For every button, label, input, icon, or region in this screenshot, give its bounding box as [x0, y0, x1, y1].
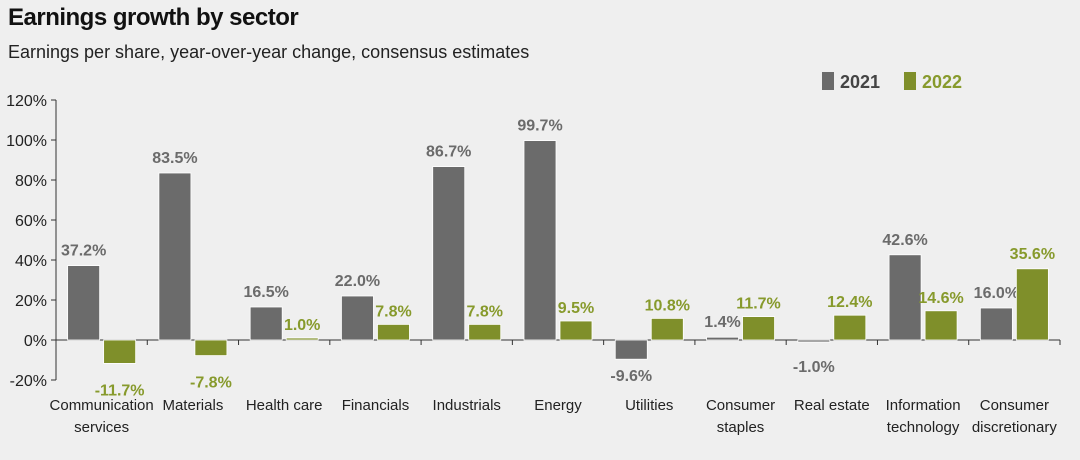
data-label-2021: 16.5%: [243, 284, 288, 301]
data-label-2021: 86.7%: [426, 144, 471, 161]
legend-label-2022: 2022: [922, 72, 962, 92]
bar-2021: [706, 336, 739, 341]
data-label-2021: 99.7%: [517, 118, 562, 135]
bar-2021: [158, 172, 192, 341]
bar-2022: [285, 337, 319, 341]
bar-2022: [468, 323, 502, 341]
bar-2021: [979, 307, 1013, 341]
y-tick-label: 0%: [24, 333, 47, 350]
data-label-2022: 7.8%: [466, 303, 502, 320]
bar-2021: [341, 295, 374, 341]
bar-2021: [249, 306, 283, 341]
bar-2021: [523, 140, 557, 341]
data-label-2021: 1.4%: [704, 314, 740, 331]
y-tick-label: 20%: [15, 293, 47, 310]
category-labels: Communication services Materials Health car…: [50, 397, 1058, 436]
category-label: Communication: [50, 397, 154, 414]
category-label: Materials: [162, 397, 223, 414]
bar-2022: [833, 314, 867, 341]
category-label: Information: [886, 397, 961, 414]
bar-2022: [650, 317, 684, 341]
bar-2022: [924, 310, 958, 341]
y-tick-label: 100%: [6, 133, 47, 150]
bar-2021: [67, 265, 101, 341]
category-label: Consumer: [980, 397, 1049, 414]
y-tick-label: 120%: [6, 93, 47, 110]
data-label-2022: 10.8%: [645, 297, 690, 314]
data-label-2022: 1.0%: [284, 317, 320, 334]
bar-2022: [377, 323, 410, 341]
data-label-2022: 35.6%: [1010, 246, 1055, 263]
category-label: Financials: [342, 397, 410, 414]
data-label-2022: 12.4%: [827, 294, 872, 311]
category-label: Consumer: [706, 397, 775, 414]
data-label-2021: 16.0%: [974, 285, 1019, 302]
bar-2022: [742, 316, 775, 341]
category-label: Health care: [246, 397, 323, 414]
y-tick-label: 60%: [15, 213, 47, 230]
data-label-2021: 37.2%: [61, 243, 106, 260]
category-label: Real estate: [794, 397, 870, 414]
legend-swatch-2021: [822, 72, 834, 90]
data-label-2022: -11.7%: [95, 382, 145, 399]
bar-2021: [797, 339, 831, 343]
data-label-2022: 11.7%: [736, 296, 780, 313]
category-label: Industrials: [433, 397, 501, 414]
data-label-2021: -9.6%: [610, 368, 652, 385]
bar-2022: [559, 320, 593, 341]
category-label: services: [74, 419, 129, 436]
legend-swatch-2022: [904, 72, 916, 90]
data-label-2021: -1.0%: [793, 359, 835, 376]
category-label: technology: [887, 419, 960, 436]
data-label-2021: 42.6%: [882, 232, 927, 249]
bar-2021: [432, 166, 466, 341]
bars: 37.2% -11.7% 83.5% -7.8% 16.5% 1.0% 22.0% 7.8% 8…: [61, 118, 1055, 400]
legend-label-2021: 2021: [840, 72, 880, 92]
legend: 2021 2022: [822, 72, 962, 92]
data-label-2021: 83.5%: [152, 150, 197, 167]
category-label: discretionary: [972, 419, 1058, 436]
chart-title: Earnings growth by sector: [8, 4, 299, 31]
bar-2022: [194, 339, 228, 357]
bar-2021: [888, 254, 922, 341]
data-label-2022: -7.8%: [190, 375, 232, 392]
y-tick-label: 80%: [15, 173, 47, 190]
bar-2022: [1015, 268, 1049, 341]
y-tick-label: 40%: [15, 253, 47, 270]
bar-2022: [103, 339, 137, 364]
category-label: Utilities: [625, 397, 673, 414]
category-label: staples: [717, 419, 765, 436]
data-label-2022: 9.5%: [558, 300, 594, 317]
y-axis: -20% 0% 20% 40% 60% 80% 100% 120%: [6, 93, 1061, 390]
category-label: Energy: [534, 397, 582, 414]
chart-subtitle: Earnings per share, year-over-year chang…: [8, 42, 530, 62]
y-tick-label: -20%: [10, 373, 47, 390]
data-label-2022: 7.8%: [375, 303, 411, 320]
bar-2021: [614, 339, 648, 360]
data-label-2022: 14.6%: [918, 290, 963, 307]
data-label-2021: 22.0%: [335, 273, 380, 290]
